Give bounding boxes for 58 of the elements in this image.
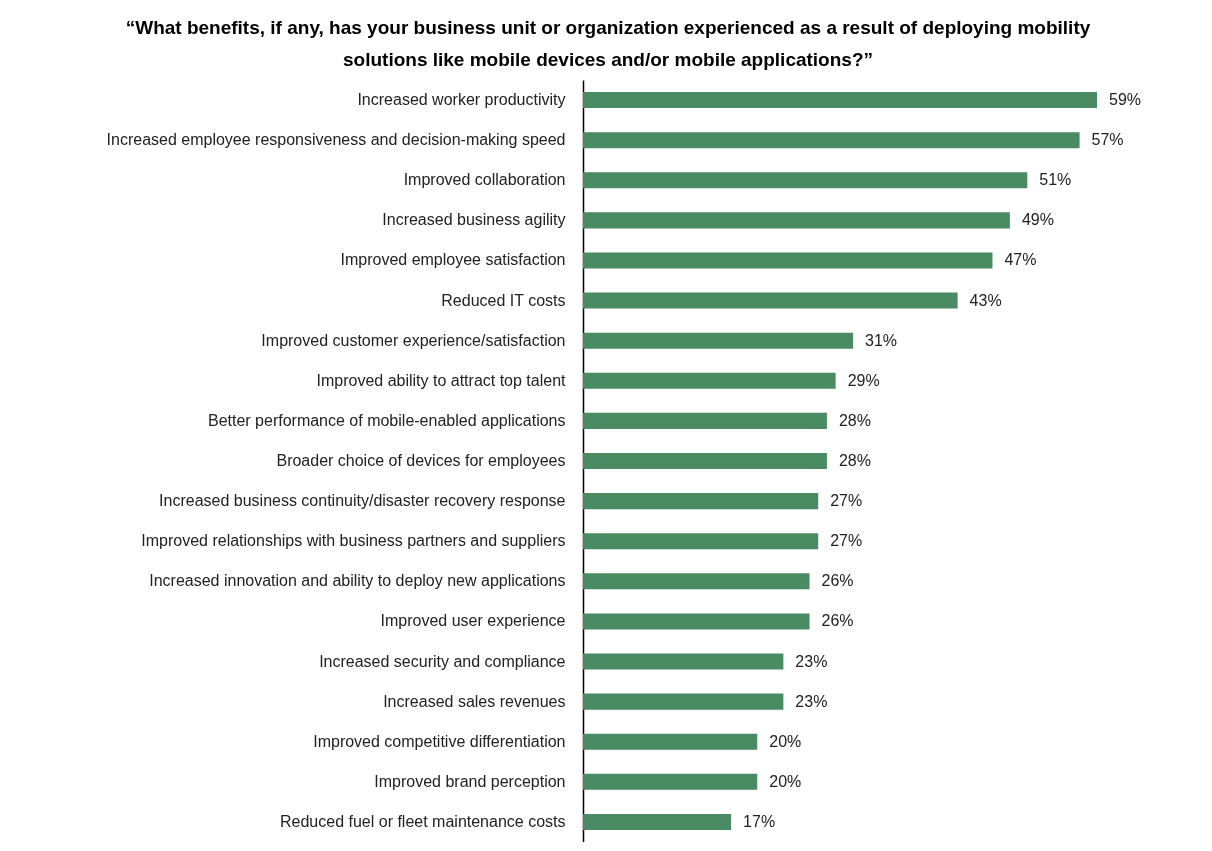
bar	[583, 332, 854, 349]
bar	[583, 92, 1097, 109]
y-tick-label: Increased employee responsiveness and decision-making speed	[106, 131, 566, 149]
data-label: 20%	[769, 732, 802, 750]
y-tick-label: Reduced IT costs	[441, 291, 566, 309]
data-label: 23%	[795, 692, 828, 710]
bar	[583, 773, 758, 790]
y-tick-label: Improved brand perception	[374, 772, 566, 790]
bar	[583, 733, 758, 750]
y-tick-label: Improved customer experience/satisfaction	[261, 331, 566, 349]
y-tick-label: Improved competitive differentiation	[313, 732, 566, 750]
y-tick-label: Increased innovation and ability to deploy new applications	[149, 572, 566, 590]
y-tick-label: Increased sales revenues	[383, 692, 566, 710]
bar	[583, 493, 819, 510]
data-label: 27%	[830, 492, 863, 510]
data-label: 51%	[1039, 171, 1072, 189]
bar	[583, 412, 827, 429]
bar	[583, 292, 958, 309]
y-tick-label: Improved user experience	[380, 612, 566, 630]
y-tick-label: Increased business agility	[382, 211, 566, 229]
y-tick-label: Improved employee satisfaction	[340, 251, 566, 269]
bar	[583, 573, 810, 590]
chart-title: “What benefits, if any, has your business unit or organization experienced as a result of deploying mobility solutions like mobile devices and/or mobile applications?”	[125, 17, 1091, 70]
y-tick-label: Better performance of mobile-enabled applications	[207, 411, 566, 429]
bar	[583, 533, 819, 550]
bar	[583, 653, 784, 670]
bar	[583, 452, 827, 470]
data-label: 17%	[743, 812, 776, 830]
data-label: 47%	[1004, 251, 1037, 269]
y-tick-label: Reduced fuel or fleet maintenance costs	[280, 812, 566, 830]
data-label: 20%	[769, 772, 802, 790]
bar	[583, 172, 1028, 189]
bar	[583, 212, 1010, 229]
bar	[583, 132, 1080, 149]
y-tick-label: Broader choice of devices for employees	[276, 452, 566, 469]
bar	[583, 693, 784, 710]
data-label: 28%	[838, 452, 871, 469]
data-label: 27%	[830, 532, 863, 550]
data-label: 59%	[1109, 91, 1142, 109]
bar	[583, 813, 732, 830]
data-label: 26%	[821, 572, 854, 590]
data-label: 29%	[847, 371, 880, 389]
data-label: 43%	[969, 291, 1002, 309]
data-label: 28%	[838, 411, 871, 429]
bar	[583, 372, 836, 389]
y-tick-label: Increased security and compliance	[319, 652, 566, 670]
data-label: 57%	[1091, 131, 1124, 149]
data-label: 31%	[865, 331, 898, 349]
data-label: 23%	[795, 652, 828, 670]
bar	[583, 252, 993, 269]
y-tick-label: Improved collaboration	[403, 171, 566, 189]
y-tick-label: Increased worker productivity	[357, 91, 566, 109]
y-tick-label: Improved relationships with business partners and suppliers	[141, 532, 566, 550]
data-label: 26%	[821, 612, 854, 630]
y-tick-label: Increased business continuity/disaster recovery response	[159, 492, 566, 510]
data-label: 49%	[1021, 211, 1054, 229]
bar	[583, 613, 810, 630]
y-tick-label: Improved ability to attract top talent	[316, 371, 567, 389]
